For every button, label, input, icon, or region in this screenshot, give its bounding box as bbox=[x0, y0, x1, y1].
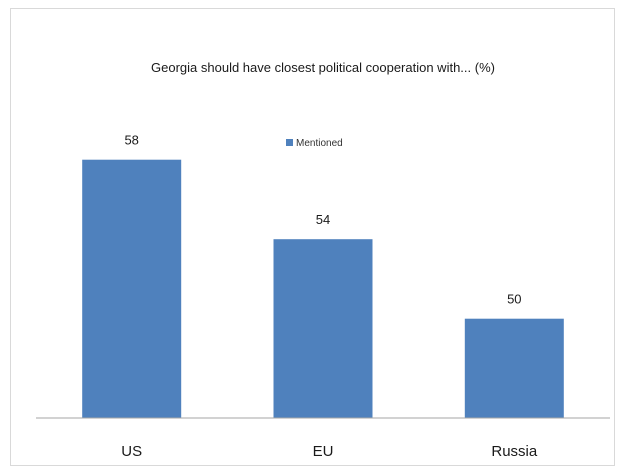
x-tick-labels: US EU Russia bbox=[121, 443, 538, 460]
data-label-us: 58 bbox=[124, 133, 138, 148]
x-tick-label-russia: Russia bbox=[491, 443, 538, 460]
bars bbox=[82, 159, 564, 418]
data-label-russia: 50 bbox=[507, 292, 521, 307]
x-tick-label-eu: EU bbox=[313, 443, 334, 460]
bar-eu bbox=[273, 239, 373, 418]
data-label-eu: 54 bbox=[316, 212, 330, 227]
x-tick-label-us: US bbox=[121, 443, 142, 460]
legend-swatch-mentioned bbox=[286, 139, 293, 146]
bar-russia bbox=[464, 318, 564, 418]
legend-label-mentioned: Mentioned bbox=[296, 138, 343, 149]
bar-us bbox=[82, 159, 182, 418]
chart-title: Georgia should have closest political co… bbox=[151, 60, 495, 75]
data-labels: 58 54 50 bbox=[124, 133, 521, 307]
legend: Mentioned bbox=[286, 138, 343, 149]
